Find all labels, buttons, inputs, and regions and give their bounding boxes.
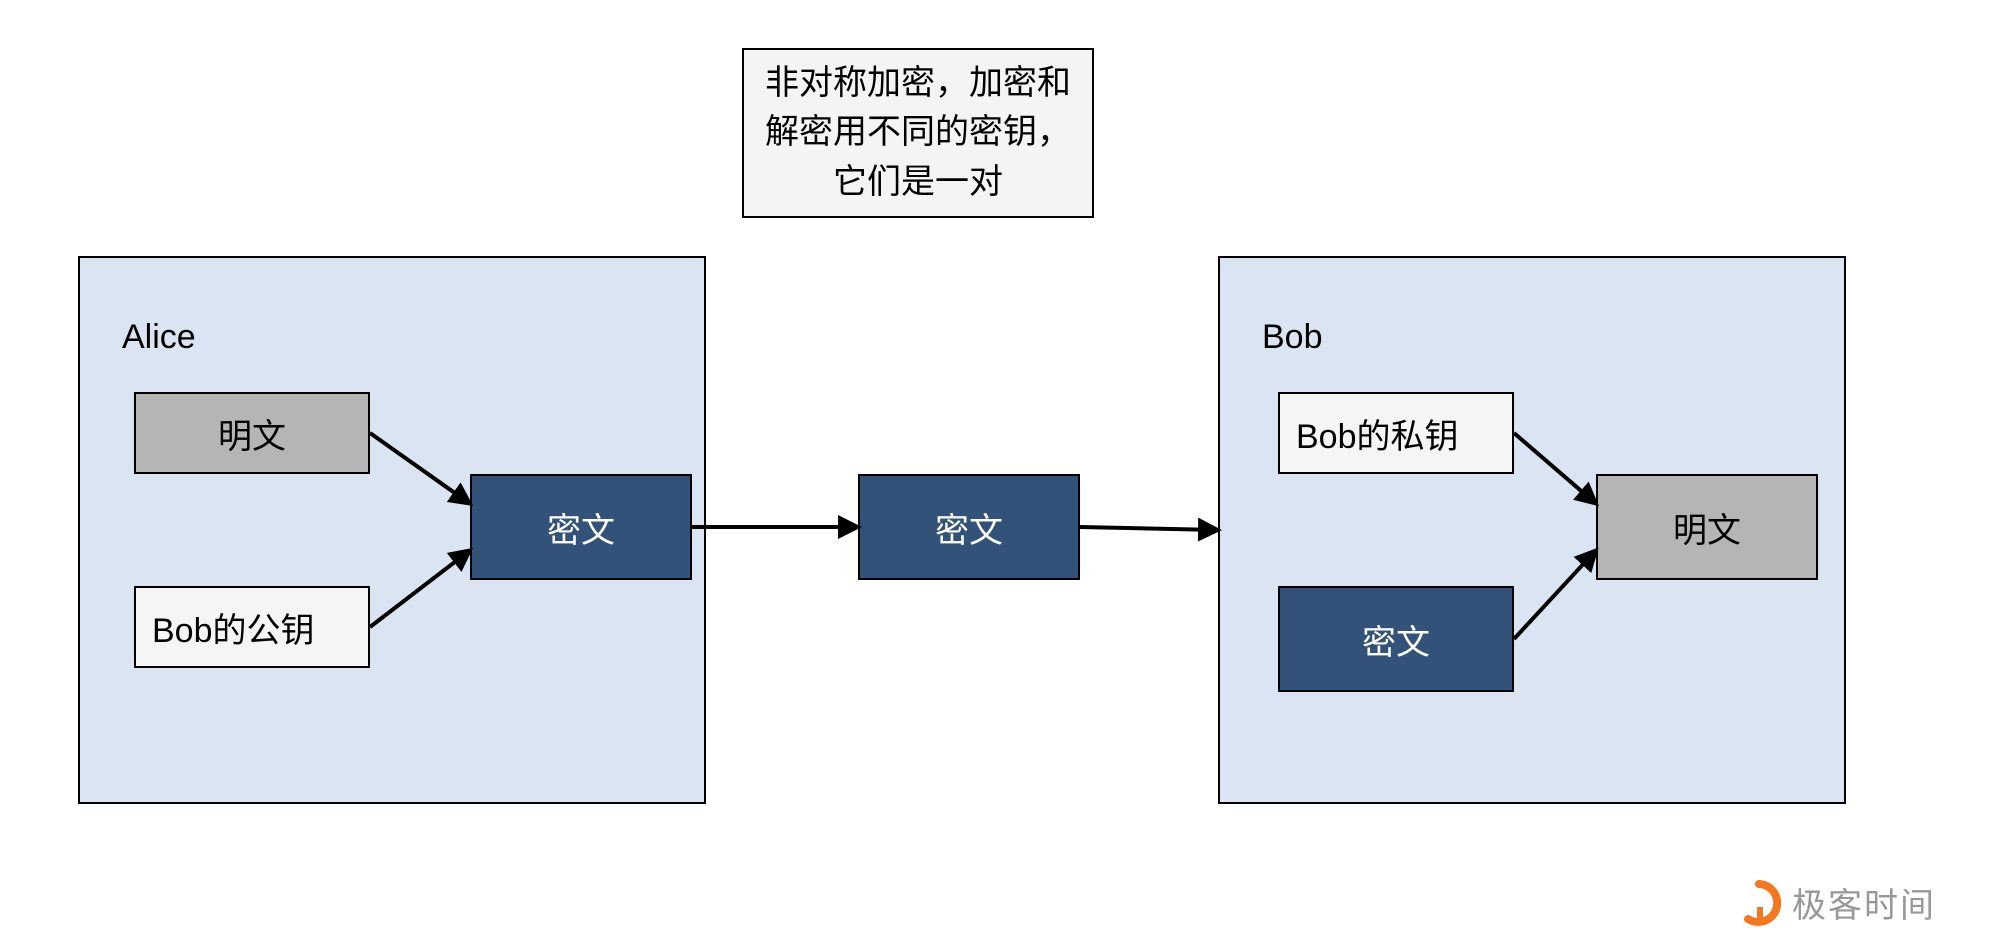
watermark: 极客时间 xyxy=(1736,878,1936,927)
alice_plain-label: 明文 xyxy=(218,409,286,458)
watermark-icon xyxy=(1736,880,1782,926)
bob_privkey-label: Bob的私钥 xyxy=(1296,409,1459,458)
alice_pubkey-label: Bob的公钥 xyxy=(152,603,315,652)
bob_privkey: Bob的私钥 xyxy=(1278,392,1514,474)
alice_plain: 明文 xyxy=(134,392,370,474)
alice-panel-label: Alice xyxy=(122,318,196,357)
alice_pubkey: Bob的公钥 xyxy=(134,586,370,668)
note-text: 非对称加密，加密和解密用不同的密钥，它们是一对 xyxy=(762,59,1074,207)
bob_plain-label: 明文 xyxy=(1673,503,1741,552)
alice_cipher: 密文 xyxy=(470,474,692,580)
watermark-text: 极客时间 xyxy=(1792,878,1936,927)
bob_cipher-label: 密文 xyxy=(1362,615,1430,664)
mid_cipher-label: 密文 xyxy=(935,503,1003,552)
bob-panel-label: Bob xyxy=(1262,318,1323,357)
alice_cipher-label: 密文 xyxy=(547,503,615,552)
bob_plain: 明文 xyxy=(1596,474,1818,580)
mid_cipher: 密文 xyxy=(858,474,1080,580)
note-box: 非对称加密，加密和解密用不同的密钥，它们是一对 xyxy=(742,48,1094,218)
arrow-mid_cipher-to-bob_panel xyxy=(1080,527,1218,530)
bob_cipher: 密文 xyxy=(1278,586,1514,692)
